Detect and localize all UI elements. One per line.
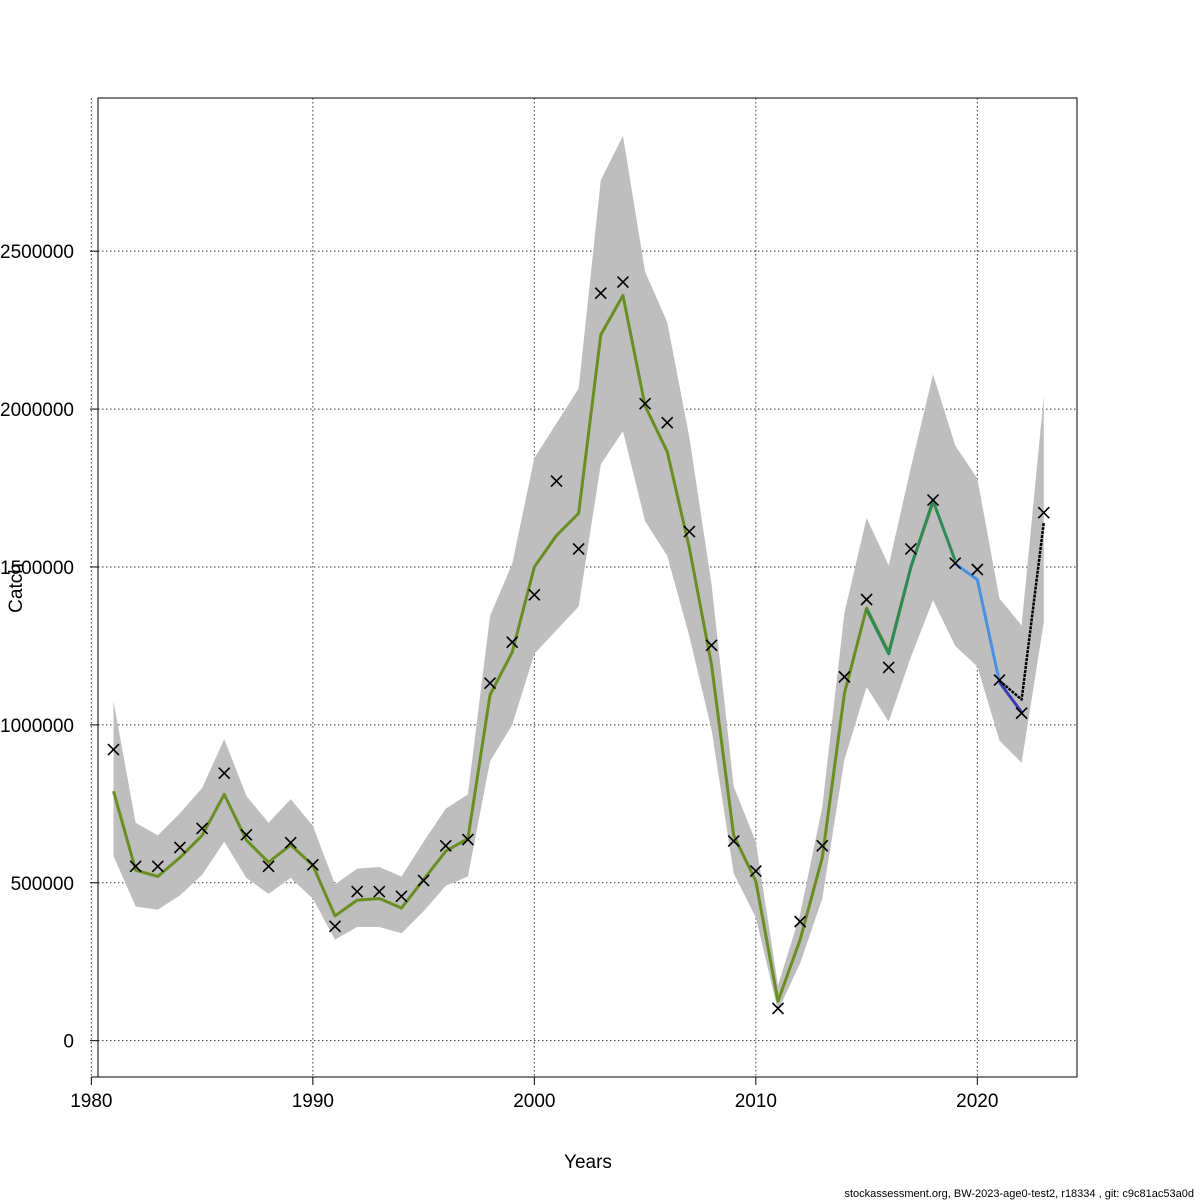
observed-point: [373, 885, 386, 898]
observed-point: [417, 874, 430, 887]
y-tick-label: 2000000: [0, 400, 74, 421]
observed-point: [572, 542, 585, 556]
observed-point: [882, 661, 895, 674]
x-tick-label: 2000: [513, 1091, 555, 1112]
observed-point: [993, 673, 1006, 687]
y-tick-label: 2500000: [0, 242, 74, 263]
observed-point: [1015, 707, 1028, 720]
observed-point: [639, 397, 652, 410]
observed-point: [904, 542, 917, 556]
y-tick-label: 1000000: [0, 716, 74, 737]
series-line-1: [112, 293, 935, 1003]
observed-point: [107, 743, 120, 756]
x-tick-label: 1990: [292, 1091, 334, 1112]
y-tick-label: 500000: [11, 874, 74, 895]
observed-point: [483, 677, 497, 690]
series-lines-layer: [112, 293, 1046, 1003]
observed-point: [616, 276, 630, 289]
footer-text: stockassessment.org, BW-2023-age0-test2,…: [844, 1188, 1194, 1200]
x-tick-label: 2020: [956, 1091, 998, 1112]
series-line-3: [954, 562, 1001, 683]
observed-point: [528, 588, 541, 601]
confidence-band-layer: [113, 135, 1044, 1011]
observed-point: [838, 670, 851, 683]
observed-point: [683, 525, 696, 538]
series-line-4: [998, 681, 1023, 714]
observed-point: [351, 885, 364, 898]
observed-point: [461, 833, 474, 846]
observed-point: [550, 475, 563, 488]
observed-point: [306, 858, 319, 871]
y-tick-label: 0: [63, 1032, 74, 1053]
observed-point: [506, 636, 519, 649]
observed-point: [771, 1002, 785, 1015]
series-line-5: [998, 522, 1046, 701]
y-axis-title: Catch: [6, 563, 27, 613]
observed-points-layer: [107, 276, 1050, 1015]
observed-point: [661, 416, 674, 429]
observed-point: [949, 557, 962, 570]
observed-point: [173, 841, 187, 854]
x-axis-title: Years: [564, 1152, 612, 1173]
observed-point: [196, 822, 209, 835]
axes-layer: 1980 1990 2000 2010 2020 0 500000 1000000 150000…: [0, 242, 998, 1112]
observed-point: [439, 839, 452, 852]
observed-point: [860, 593, 873, 606]
observed-point: [816, 839, 829, 852]
observed-point: [240, 828, 253, 841]
observed-point: [971, 563, 984, 576]
confidence-band: [113, 135, 1044, 1011]
observed-point: [328, 920, 342, 933]
y-tick-label: 1500000: [0, 558, 74, 579]
observed-point: [129, 860, 142, 873]
observed-point: [218, 767, 231, 780]
observed-point: [395, 890, 408, 903]
observed-point: [1037, 506, 1050, 519]
observed-point: [594, 287, 607, 300]
observed-point: [151, 860, 164, 873]
observed-point: [749, 865, 762, 878]
observed-point: [794, 915, 807, 928]
observed-point: [727, 835, 740, 848]
observed-point: [705, 639, 718, 652]
x-tick-label: 1980: [70, 1091, 112, 1112]
series-line-2: [865, 499, 957, 656]
observed-point: [284, 836, 297, 849]
observed-point: [262, 860, 275, 873]
observed-point: [926, 493, 940, 507]
x-tick-label: 2010: [735, 1091, 777, 1112]
